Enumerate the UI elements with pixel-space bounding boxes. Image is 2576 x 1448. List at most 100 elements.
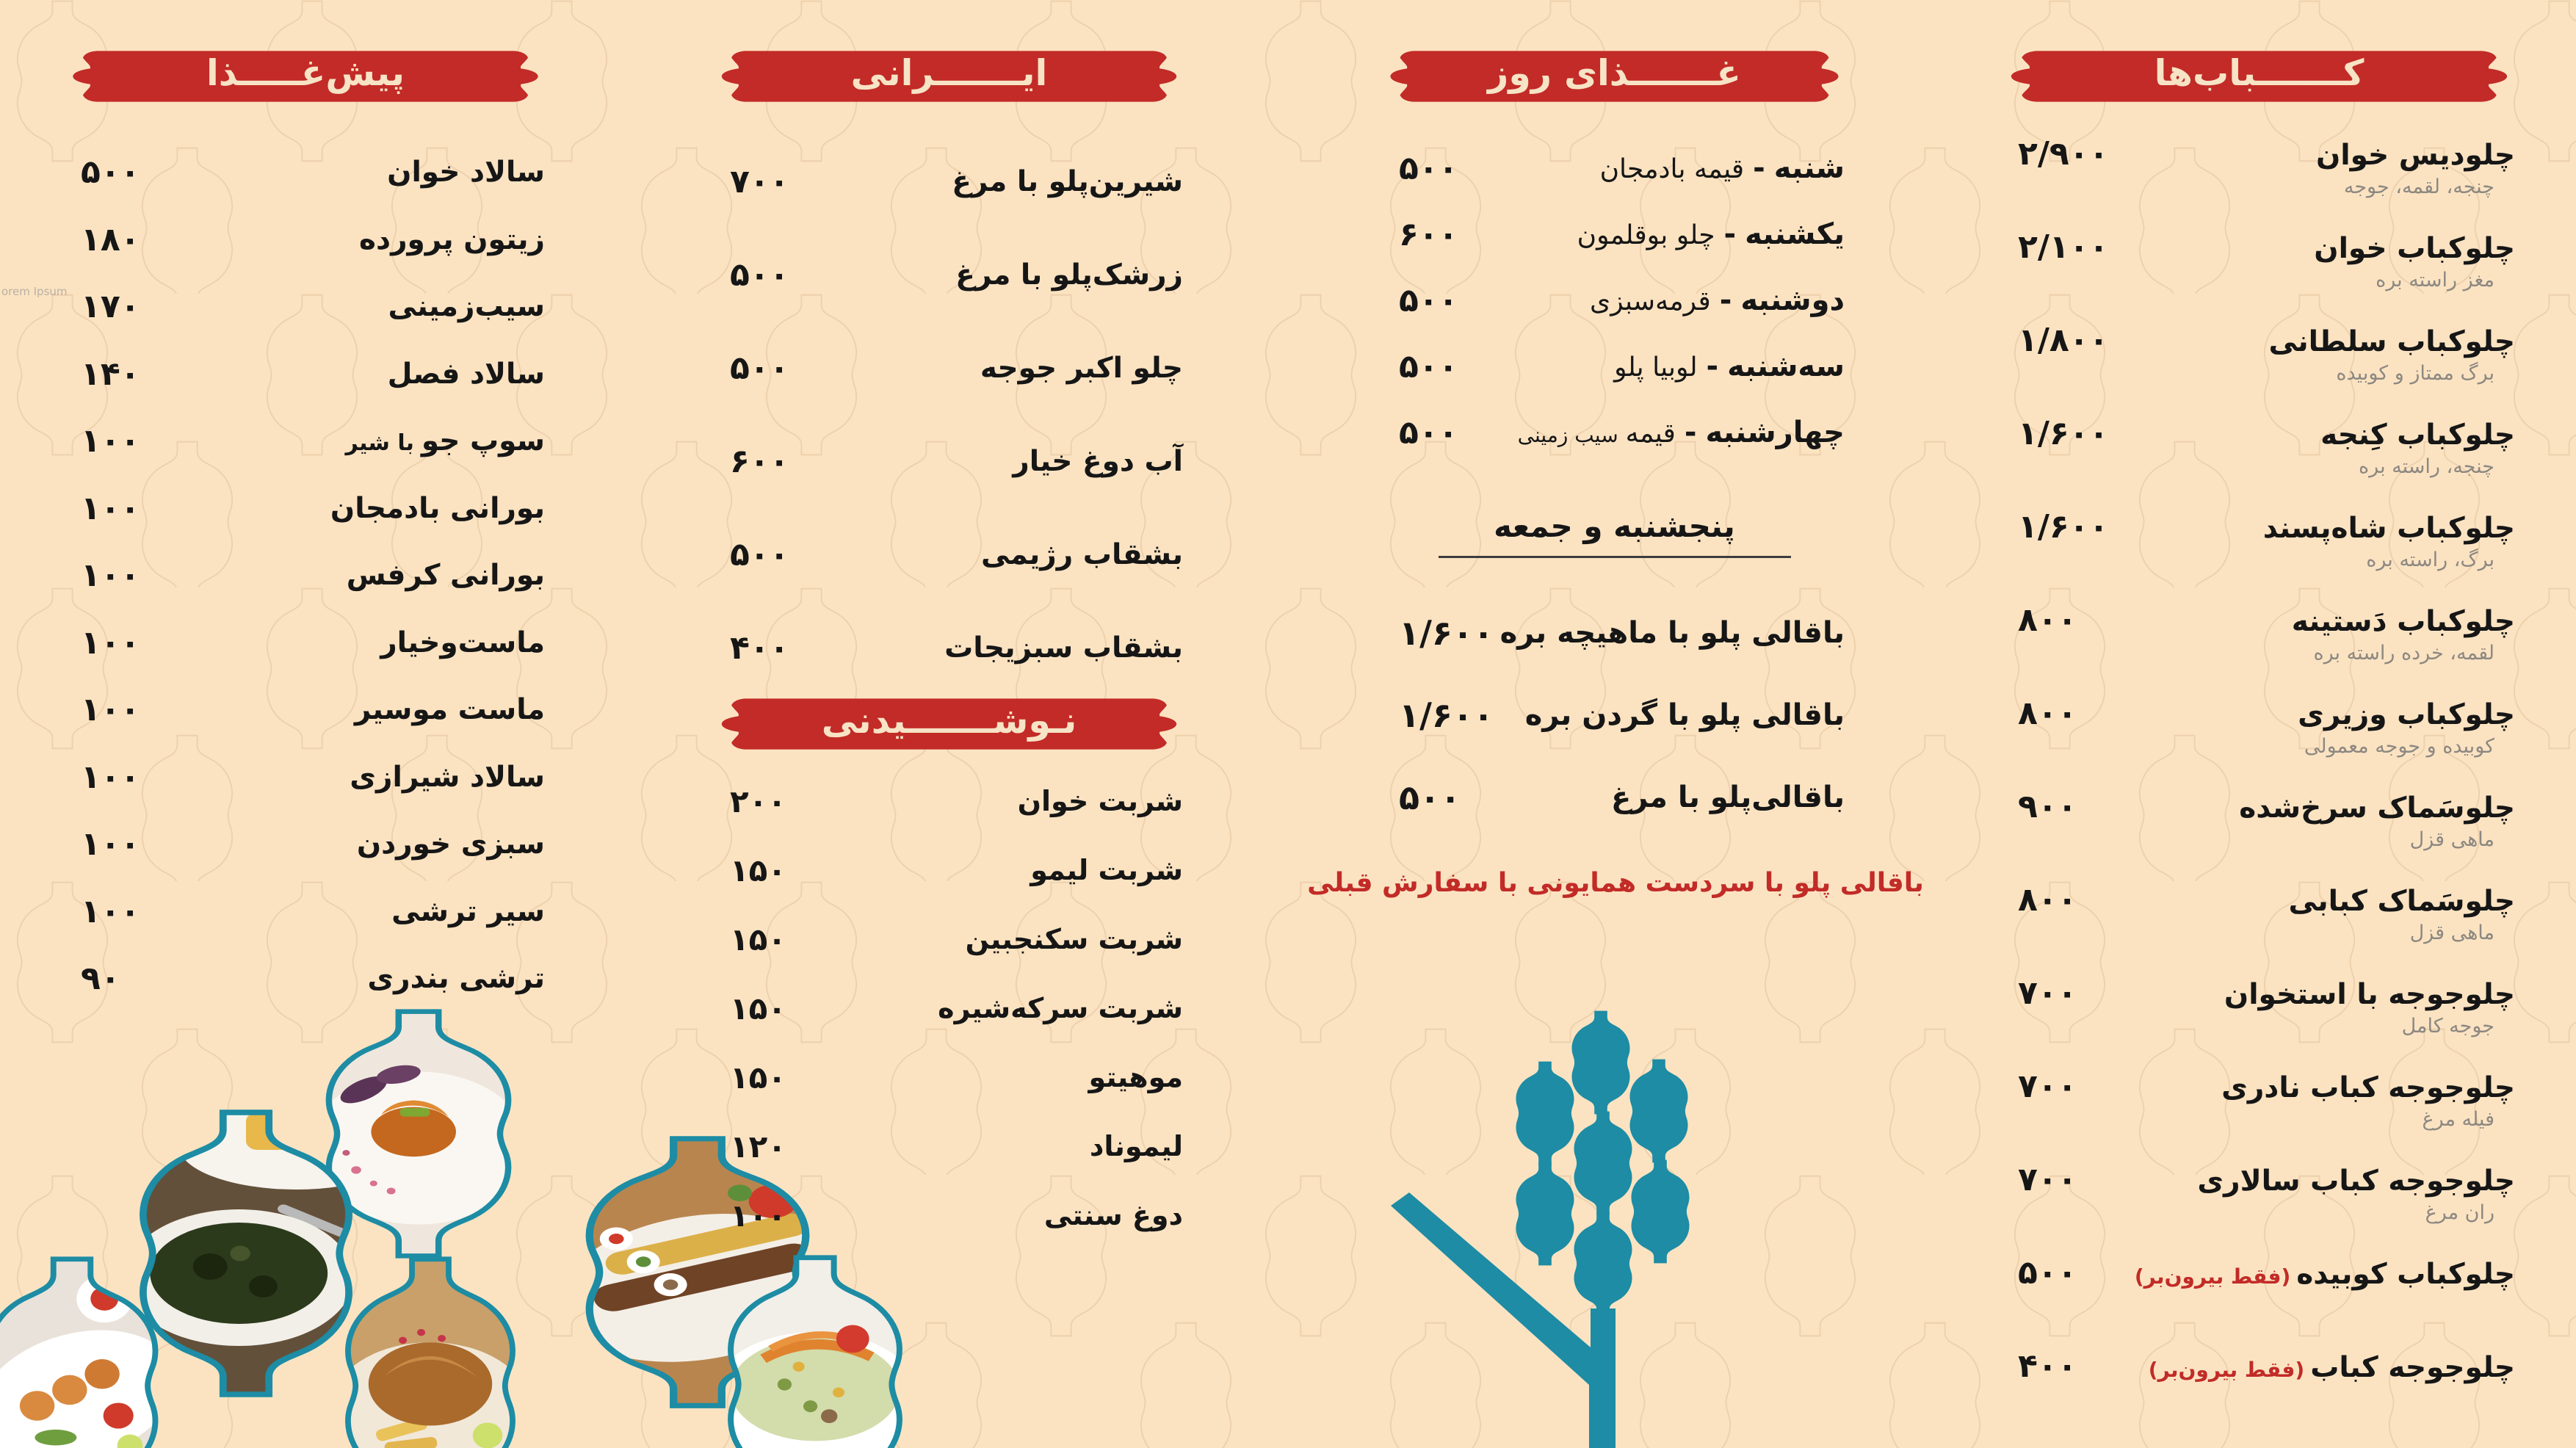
item-price: ۱۵۰ bbox=[730, 990, 786, 1027]
menu-item: سوپ جو با شیر ۱۰۰ bbox=[56, 408, 555, 475]
day-name: چهارشنبه bbox=[1705, 416, 1845, 449]
item-price: ۵۰۰ bbox=[730, 350, 789, 387]
menu-item: چلوکباب خوان ۲/۱۰۰ مغز راسته بره bbox=[1993, 228, 2525, 322]
item-price: ۲۰۰ bbox=[730, 783, 786, 819]
item-name: سوپ جو bbox=[421, 424, 545, 458]
item-price: ۴۰۰ bbox=[730, 629, 789, 667]
item-name: ماست‌وخیار bbox=[380, 626, 545, 659]
item-name: چلوجوجه کباب سالاری bbox=[2197, 1165, 2515, 1198]
item-price: ۴۰۰ bbox=[2018, 1347, 2077, 1385]
day-dish: قیمه bbox=[1625, 419, 1676, 449]
kabab-column: کـــــــباب‌ها چلودیس خوان ۲/۹۰۰ چنجه، لق… bbox=[1993, 47, 2525, 1441]
item-price: ۷۰۰ bbox=[2018, 1068, 2077, 1105]
item-price: ۱/۶۰۰ bbox=[2018, 415, 2109, 452]
item-description: جوجه کامل bbox=[2401, 1015, 2494, 1038]
day-price: ۵۰۰ bbox=[1399, 413, 1458, 452]
item-name: زرشک‌پلو با مرغ bbox=[955, 258, 1183, 292]
menu-item: چلوکباب وزیری ۸۰۰ کوبیده و جوجه معمولی bbox=[1993, 695, 2525, 788]
item-price: ۸۰۰ bbox=[2018, 601, 2077, 639]
drinks-header: نـوشـــــــیدنی bbox=[705, 695, 1193, 753]
item-price: ۱۷۰ bbox=[81, 288, 140, 326]
item-price: ۷۰۰ bbox=[2018, 974, 2077, 1012]
irani-header: ایـــــــرانی bbox=[705, 47, 1193, 106]
baklava-dessert-photo bbox=[294, 1010, 543, 1258]
menu-item: باقالی پلو با ماهیچه بره ۱/۶۰۰ bbox=[1374, 592, 1855, 674]
item-description: ران مرغ bbox=[2425, 1201, 2494, 1224]
appetizers-header: پیش‌غـــــذا bbox=[56, 47, 555, 106]
dash: - bbox=[1753, 151, 1765, 185]
menu-item: بورانی کرفس ۱۰۰ bbox=[56, 542, 555, 609]
menu-item: زرشک‌پلو با مرغ ۵۰۰ bbox=[705, 228, 1193, 322]
menu-item: چلوکباب کِنجه ۱/۶۰۰ چنجه، راسته بره bbox=[1993, 415, 2525, 508]
menu-item: شربت خوان ۲۰۰ bbox=[705, 767, 1193, 836]
weekend-underline bbox=[1438, 556, 1791, 558]
day-dish: قیمه بادمجان bbox=[1599, 154, 1745, 184]
item-price: ۱/۶۰۰ bbox=[1399, 613, 1494, 653]
item-name: چلوسَماک سرخ‌شده bbox=[2239, 792, 2515, 825]
day-dish-small: سیب زمینی bbox=[1517, 423, 1618, 447]
item-description: برگ، راسته بره bbox=[2366, 549, 2494, 571]
menu-item: چلوجوجه با استخوان ۷۰۰ جوجه کامل bbox=[1993, 974, 2525, 1068]
item-price: ۵۰۰ bbox=[730, 256, 789, 294]
menu-item: چلوسَماک سرخ‌شده ۹۰۰ ماهی قزل bbox=[1993, 788, 2525, 881]
item-name: چلودیس خوان bbox=[2315, 139, 2515, 172]
item-description: مغز راسته بره bbox=[2376, 269, 2494, 292]
preorder-note: باقالی پلو با سردست همایونی با سفارش قبل… bbox=[1307, 868, 1924, 898]
takeaway-only-tag: (فقط بیرون‌بر) bbox=[2148, 1358, 2305, 1382]
day-dish: لوبیا پلو bbox=[1614, 352, 1698, 383]
item-name: چلو اکبر جوجه bbox=[980, 352, 1183, 385]
menu-item: شربت سرکه‌شیره ۱۵۰ bbox=[705, 974, 1193, 1043]
brand-logo bbox=[1391, 1010, 1690, 1448]
menu-item: چلوکباب سلطانی ۱/۸۰۰ برگ ممتاز و کوبیده bbox=[1993, 322, 2525, 415]
menu-item: ترشی بندری ۹۰ bbox=[56, 945, 555, 1013]
menu-item: سالاد شیرازی ۱۰۰ bbox=[56, 744, 555, 811]
item-name: چلوجوجه کباب نادری bbox=[2221, 1071, 2515, 1104]
day-name: یکشنبه bbox=[1745, 217, 1845, 251]
item-price: ۸۰۰ bbox=[2018, 695, 2077, 732]
item-name: زیتون پرورده bbox=[359, 222, 545, 256]
takeaway-only-tag: (فقط بیرون‌بر) bbox=[2134, 1264, 2291, 1289]
item-name: چلوسَماک کبابی bbox=[2288, 885, 2515, 918]
item-price: ۱۰۰ bbox=[730, 1197, 786, 1234]
item-name: دوغ سنتی bbox=[1043, 1199, 1183, 1231]
weekend-title: پنجشنبه و جمعه bbox=[1494, 508, 1735, 544]
weekend-list: باقالی پلو با ماهیچه بره ۱/۶۰۰ باقالی پل… bbox=[1374, 592, 1855, 839]
item-name: سیب‌زمینی bbox=[388, 290, 545, 324]
item-price: ۱۵۰ bbox=[730, 852, 786, 888]
item-price: ۱۰۰ bbox=[81, 557, 140, 595]
menu-item: ماست‌وخیار ۱۰۰ bbox=[56, 609, 555, 677]
day-item: چهارشنبه - قیمه سیب زمینی ۵۰۰ bbox=[1374, 399, 1855, 466]
appetizers-list: سالاد خوان ۵۰۰ زیتون پرورده ۱۸۰ سیب‌زمینی ۱… bbox=[56, 139, 555, 1013]
item-name: چلوجوجه با استخوان bbox=[2224, 978, 2515, 1011]
menu-item: موهیتو ۱۵۰ bbox=[705, 1043, 1193, 1112]
item-price: ۱۴۰ bbox=[81, 355, 140, 393]
lorem-watermark: orem Ipsum bbox=[1, 285, 68, 298]
item-price: ۱/۸۰۰ bbox=[2018, 322, 2109, 359]
item-price: ۸۰۰ bbox=[2018, 881, 2077, 919]
item-name: سالاد شیرازی bbox=[350, 760, 545, 794]
daily-food-column: غـــــــذای روز شنبه - قیمه بادمجان ۵۰۰ یک… bbox=[1374, 47, 1855, 839]
menu-item: آب دوغ خیار ۶۰۰ bbox=[705, 415, 1193, 508]
item-name: شربت سرکه‌شیره bbox=[938, 992, 1183, 1024]
item-name: باقالی پلو با گردن بره bbox=[1524, 698, 1845, 732]
item-name: سالاد فصل bbox=[387, 357, 545, 391]
menu-item: چلوکباب شاه‌پسند ۱/۶۰۰ برگ، راسته بره bbox=[1993, 508, 2525, 601]
item-name: چلوکباب خوان bbox=[2314, 232, 2515, 265]
item-name: باقالی پلو با ماهیچه بره bbox=[1499, 616, 1845, 650]
item-name: آب دوغ خیار bbox=[1013, 445, 1183, 478]
item-name: بورانی بادمجان bbox=[330, 491, 545, 525]
menu-item: چلوجوجه کباب نادری ۷۰۰ فیله مرغ bbox=[1993, 1068, 2525, 1161]
item-price: ۱۰۰ bbox=[81, 892, 140, 930]
item-description: لقمه، خرده راسته بره bbox=[2313, 642, 2494, 665]
item-name: سبزی خوردن bbox=[356, 828, 545, 861]
menu-item: بشقاب رژیمی ۵۰۰ bbox=[705, 508, 1193, 601]
item-name: بشقاب رژیمی bbox=[981, 538, 1183, 571]
day-price: ۶۰۰ bbox=[1399, 215, 1458, 253]
appetizers-column: پیش‌غـــــذا سالاد خوان ۵۰۰ زیتون پرورده ۱… bbox=[56, 47, 555, 1013]
item-description: فیله مرغ bbox=[2422, 1108, 2494, 1131]
menu-item: سیب‌زمینی ۱۷۰ bbox=[56, 273, 555, 341]
menu-item: سالاد فصل ۱۴۰ bbox=[56, 341, 555, 408]
menu-item: شربت لیمو ۱۵۰ bbox=[705, 836, 1193, 905]
